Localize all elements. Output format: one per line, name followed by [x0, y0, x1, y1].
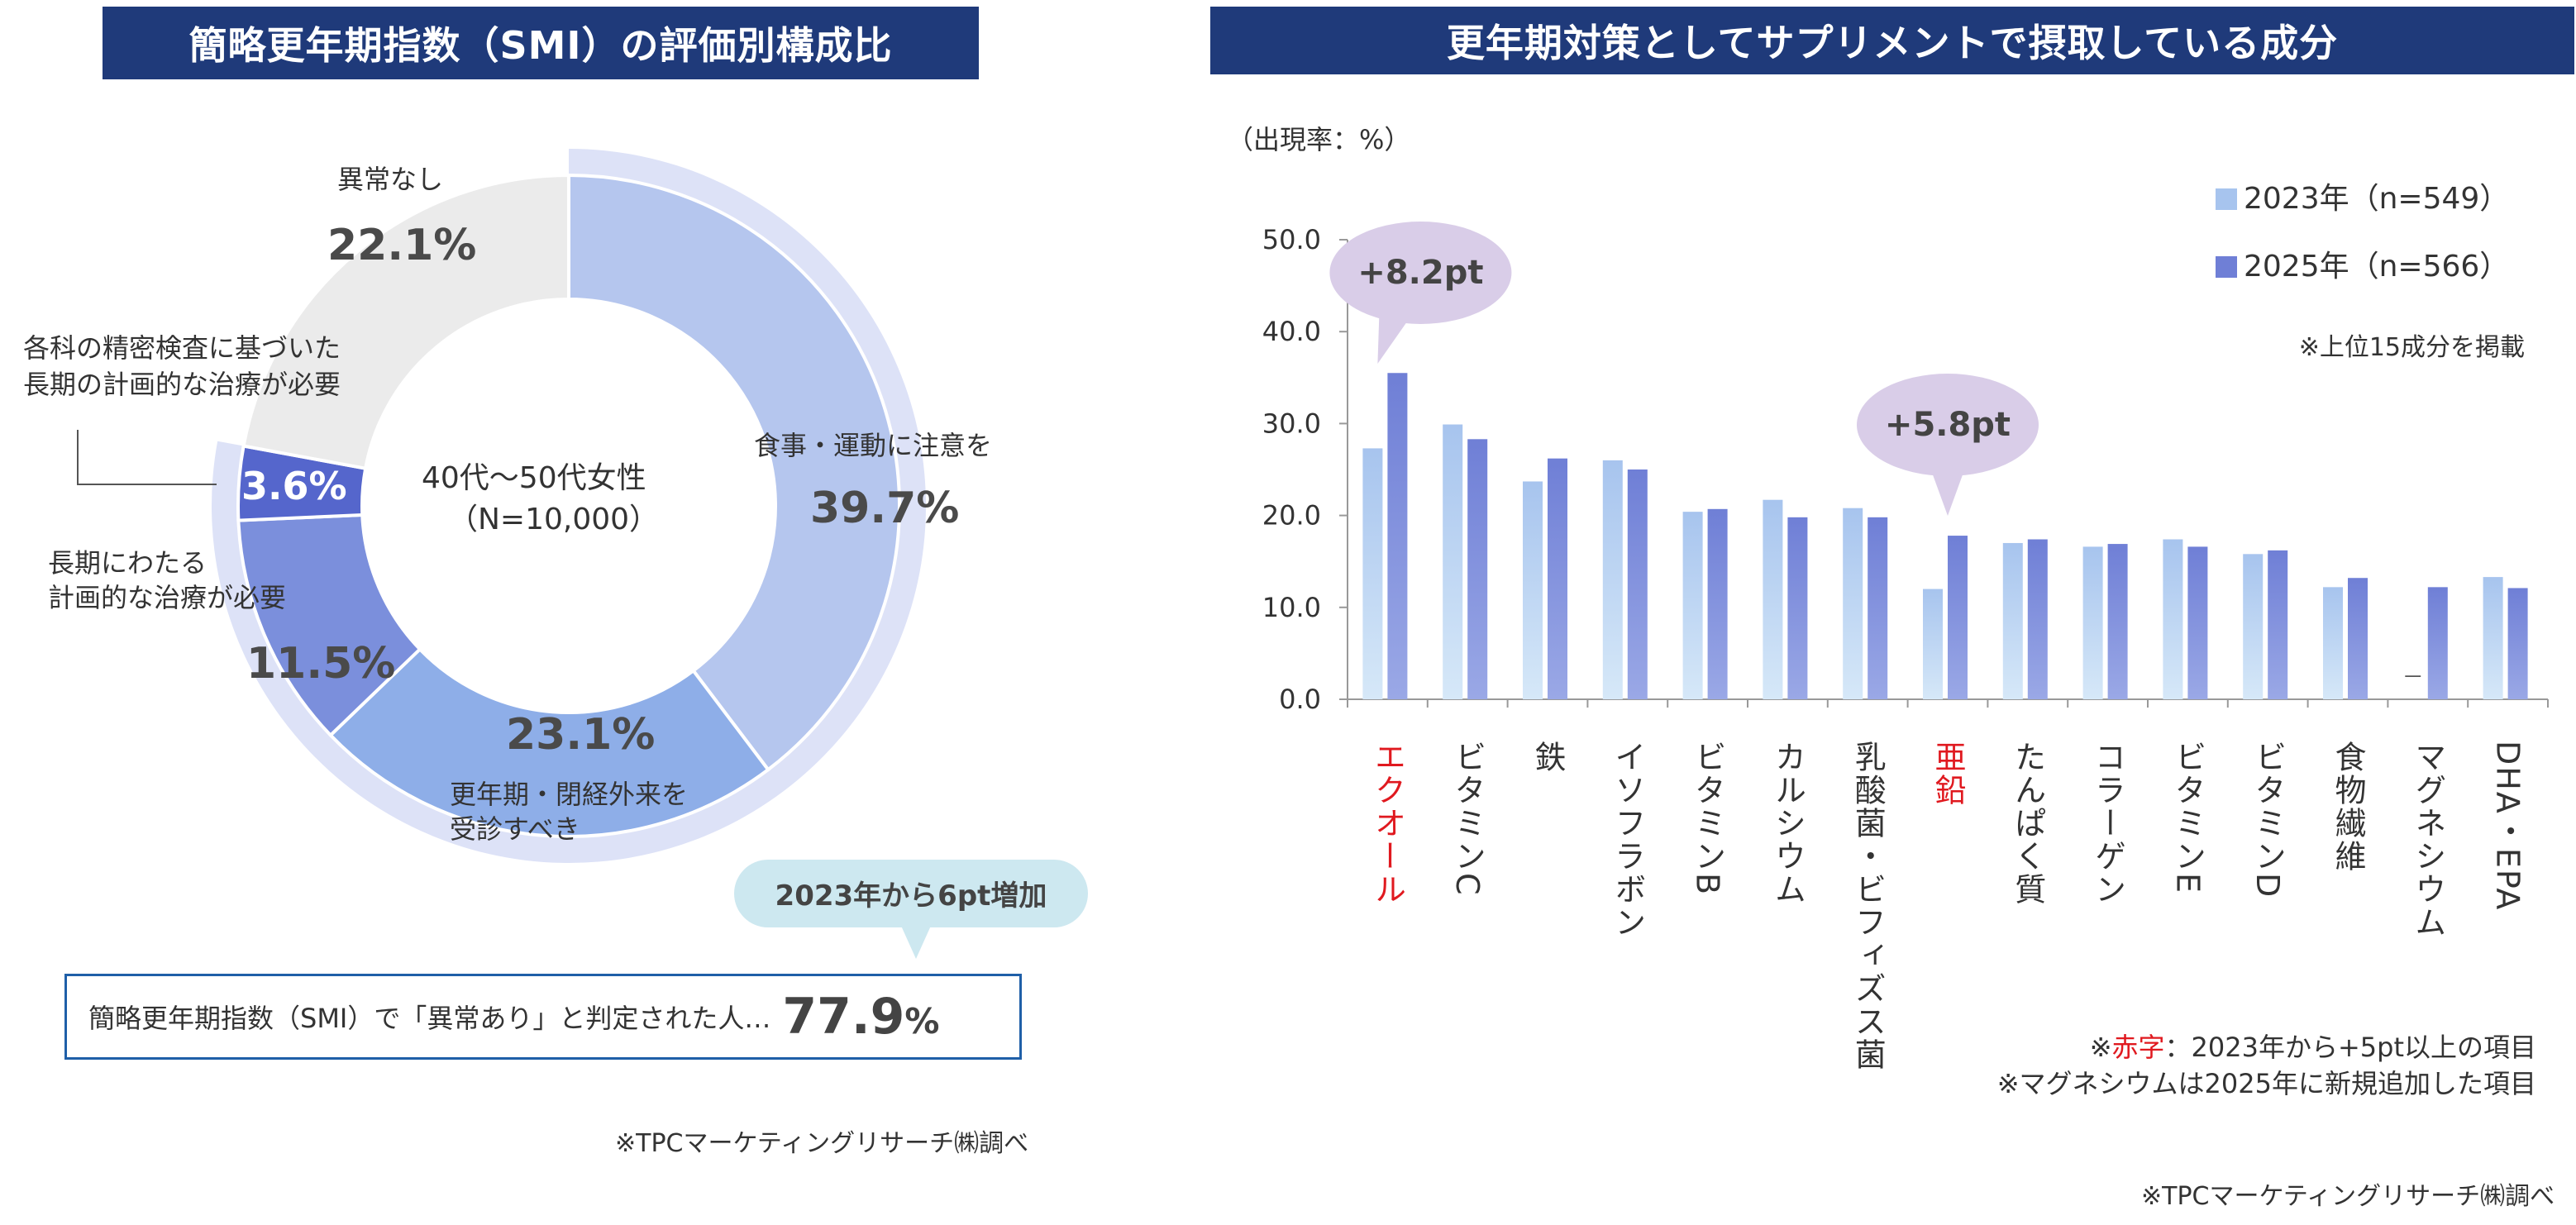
right-chart-title: 更年期対策としてサプリメントで摂取している成分: [1210, 7, 2574, 74]
bar: [1787, 517, 1808, 699]
legend-swatch: [2216, 256, 2237, 278]
annotation-pointer: [1377, 314, 1413, 364]
segment-value: 39.7%: [810, 484, 959, 533]
bar: [1763, 499, 1783, 699]
bar: [2483, 577, 2503, 699]
bar: [1523, 481, 1543, 699]
summary-value: 77.9%: [782, 988, 940, 1046]
bar: [1627, 470, 1648, 699]
bar: [2187, 546, 2208, 699]
source-note-left: ※TPCマーケティングリサーチ㈱調べ: [615, 1129, 1029, 1158]
x-category-label: たんぱく質: [2010, 741, 2046, 906]
x-category-label: カルシウム: [1769, 741, 1806, 906]
note-red-word: 赤字: [2112, 1032, 2165, 1063]
x-category-label: イソフラボン: [1610, 741, 1646, 939]
segment-label: 計画的な治療が必要: [48, 582, 286, 613]
left-chart-title: 簡略更年期指数（SMI）の評価別構成比: [103, 7, 979, 79]
annotation-bubble: [1329, 222, 1512, 324]
x-category-label: ビタミンD: [2249, 741, 2286, 898]
x-category-label: ビタミンB: [1690, 741, 1726, 896]
bar: [1548, 458, 1567, 699]
legend-label: 2025年（n=566）: [2244, 250, 2509, 284]
summary-text: 簡略更年期指数（SMI）で「異常あり」と判定された人…: [88, 1003, 771, 1034]
segment-value: 22.1%: [327, 221, 476, 270]
segment-value: 11.5%: [246, 639, 395, 689]
bar: [2268, 550, 2288, 699]
bar: [2348, 578, 2368, 699]
segment-label: 更年期・閉経外来を: [450, 779, 688, 810]
bar: [1602, 460, 1623, 699]
y-axis-label: （出現率：%）: [1227, 124, 1410, 155]
y-tick-label: 10.0: [1262, 592, 1321, 623]
bar: [2107, 544, 2128, 699]
bar: [2507, 588, 2528, 699]
segment-label: 長期の計画的な治療が必要: [23, 369, 341, 400]
bar: [1948, 536, 1968, 699]
bar: [1387, 373, 1408, 699]
bar: [2427, 587, 2448, 699]
source-note-right: ※TPCマーケティングリサーチ㈱調べ: [2141, 1182, 2555, 1211]
y-tick-label: 40.0: [1262, 316, 1321, 347]
x-category-label: ビタミンC: [1449, 741, 1486, 897]
donut-segment: [567, 173, 901, 772]
summary-box: 簡略更年期指数（SMI）で「異常あり」と判定された人… 77.9%: [64, 974, 1022, 1060]
x-category-label: マグネシウム: [2410, 741, 2446, 939]
legend-swatch: [2216, 188, 2237, 210]
bar: [1362, 448, 1383, 699]
legend-label: 2023年（n=549）: [2244, 182, 2509, 216]
annotation-pointer: [1931, 470, 1964, 516]
callout-bubble: [734, 860, 1088, 927]
bar: [1868, 517, 1888, 699]
segment-label: 受診すべき: [450, 813, 580, 845]
annotation-text: +5.8pt: [1885, 406, 2011, 444]
bar: [1707, 508, 1728, 699]
donut-center-n: （N=10,000）: [448, 503, 659, 536]
segment-value: 23.1%: [506, 710, 655, 760]
x-category-label: ビタミンE: [2169, 741, 2206, 894]
bar: [1843, 508, 1863, 699]
callout-pointer: [901, 926, 931, 959]
callout-text: 2023年から6pt増加: [775, 879, 1047, 913]
x-category-label: 亜鉛: [1930, 741, 1966, 807]
bar: [2002, 542, 2023, 699]
y-tick-label: 30.0: [1262, 408, 1321, 439]
note-red-highlight: ※赤字：2023年から+5pt以上の項目: [2090, 1032, 2536, 1063]
segment-value: 3.6%: [241, 464, 347, 508]
donut-segment: [328, 646, 770, 838]
x-category-label: 鉄: [1529, 741, 1566, 774]
segment-label: 食事・運動に注意を: [754, 430, 992, 461]
missing-value-marker: －: [2402, 665, 2424, 690]
annotation-text: +8.2pt: [1357, 254, 1483, 292]
annotation-bubble: [1857, 374, 2039, 476]
bar: [2323, 587, 2343, 699]
bar: [2027, 539, 2048, 699]
bar: [1467, 439, 1488, 699]
donut-center-label: 40代～50代女性: [422, 461, 646, 495]
leader-line: [77, 430, 217, 485]
x-category-label: 食物繊維: [2330, 741, 2366, 873]
x-category-label: コラーゲン: [2090, 741, 2126, 906]
donut-segment: [241, 173, 570, 471]
bar: [2082, 546, 2103, 699]
y-tick-label: 0.0: [1279, 684, 1321, 715]
bar: [1682, 512, 1703, 699]
note-red-prefix: ※: [2090, 1032, 2112, 1063]
x-category-label: 乳酸菌・ビフィズス菌: [1849, 741, 1886, 1071]
segment-label: 異常なし: [337, 164, 443, 195]
bar: [2243, 554, 2264, 699]
note-magnesium: ※マグネシウムは2025年に新規追加した項目: [1997, 1068, 2536, 1099]
y-tick-label: 20.0: [1262, 500, 1321, 531]
x-category-label: エクオール: [1369, 741, 1405, 906]
y-tick-label: 50.0: [1262, 224, 1321, 255]
segment-label: 各科の精密検査に基づいた: [23, 332, 341, 364]
x-category-label: DHA・EPA: [2490, 741, 2526, 911]
note-red-rest: ：2023年から+5pt以上の項目: [2165, 1032, 2536, 1063]
bar: [2163, 539, 2183, 699]
bar: [1923, 589, 1943, 699]
note-top15: ※上位15成分を掲載: [2299, 333, 2525, 362]
segment-label: 長期にわたる: [48, 547, 207, 579]
donut-hole: [363, 300, 775, 712]
bar: [1443, 424, 1463, 699]
